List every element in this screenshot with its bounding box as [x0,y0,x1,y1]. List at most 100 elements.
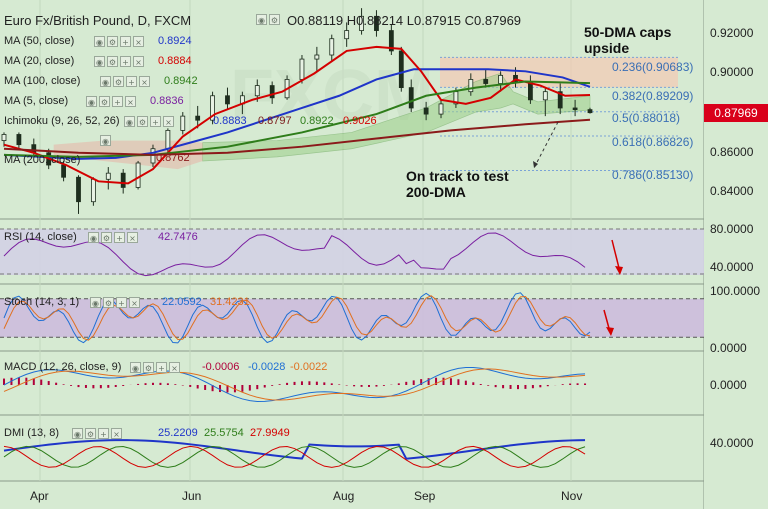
eye-icon[interactable]: ◉ [100,76,111,87]
x-tick: Nov [561,489,583,503]
candle-body [61,164,66,178]
add-icon[interactable]: + [120,56,131,67]
macd-line [3,366,586,402]
fib-label-0236: 0.236(0.90683) [612,60,694,74]
add-icon[interactable]: + [126,76,137,87]
candle-body [225,95,230,105]
dmi-tick-40: 40.0000 [710,436,754,450]
eye-icon[interactable]: ◉ [256,14,267,25]
settings-icon[interactable]: ⚙ [101,232,112,243]
eye-icon[interactable]: ◉ [130,362,141,373]
last-price-badge: 0.87969 [704,104,768,122]
remove-icon[interactable]: × [169,362,180,373]
macd-controls: ◉ ⚙ + × [130,362,180,373]
macd-label: MACD (12, 26, close, 9) [4,361,122,373]
candle-body [76,176,81,203]
series-line-ma200 [3,118,591,156]
legend-ichimoku-conversion: 0.8883 [213,115,247,127]
header-controls: ◉ ⚙ [256,14,280,25]
ohlc-low-key: L [406,13,415,28]
legend-ma100-label: MA (100, close) [4,75,81,87]
candle-body [398,50,404,89]
candle-body [498,74,504,84]
candle-body [254,85,260,97]
stoch-tick-100: 100.0000 [710,284,761,298]
remove-icon[interactable]: × [127,232,138,243]
price-tick: 0.86000 [710,145,754,159]
legend-ma5-controls: ◉ ⚙ + × [86,96,136,107]
rsi-label: RSI (14, close) [4,231,77,243]
remove-icon[interactable]: × [125,96,136,107]
add-icon[interactable]: + [116,297,127,308]
remove-icon[interactable]: × [133,36,144,47]
eye-icon[interactable]: ◉ [94,56,105,67]
candle-body [180,115,186,131]
remove-icon[interactable]: × [163,116,174,127]
remove-icon[interactable]: × [111,428,122,439]
legend-ma20-label: MA (20, close) [4,55,75,67]
add-icon[interactable]: + [120,36,131,47]
legend-ichimoku-span-b: 0.9026 [343,115,377,127]
dmi-adx-line [3,439,586,460]
add-icon[interactable]: + [112,96,123,107]
eye-icon[interactable]: ◉ [94,36,105,47]
eye-icon[interactable]: ◉ [88,232,99,243]
eye-icon[interactable]: ◉ [100,135,111,146]
eye-icon[interactable]: ◉ [124,116,135,127]
ohlc-close: 0.87969 [474,13,522,28]
legend-ma200-controls: ◉ [100,135,111,146]
x-tick: Aug [333,489,355,503]
dmi-minus-line [3,445,586,468]
dmi-plus-line [3,445,586,468]
settings-icon[interactable]: ⚙ [103,297,114,308]
stoch-d-line [3,295,591,341]
macd-signal-value: -0.0022 [290,361,328,373]
add-icon[interactable]: + [114,232,125,243]
legend-ichimoku-span-a: 0.8922 [300,115,334,127]
settings-icon[interactable]: ⚙ [107,56,118,67]
stoch-d-value: 31.4231 [210,296,250,308]
remove-icon[interactable]: × [129,297,140,308]
eye-icon[interactable]: ◉ [86,96,97,107]
add-icon[interactable]: + [150,116,161,127]
remove-icon[interactable]: × [139,76,150,87]
annotation-line: 200-DMA [406,184,466,200]
settings-icon[interactable]: ⚙ [143,362,154,373]
legend-ma100-controls: ◉ ⚙ + × [100,76,150,87]
settings-icon[interactable]: ⚙ [113,76,124,87]
candle-body [408,87,414,109]
settings-icon[interactable]: ⚙ [99,96,110,107]
settings-icon[interactable]: ⚙ [85,428,96,439]
dmi-adx-value: 25.2209 [158,427,198,439]
settings-icon[interactable]: ⚙ [107,36,118,47]
fib-label-0382: 0.382(0.89209) [612,89,694,103]
add-icon[interactable]: + [156,362,167,373]
remove-icon[interactable]: × [133,56,144,67]
legend-ma20-value: 0.8884 [158,55,192,67]
ohlc-low: 0.87915 [414,13,462,28]
macd-signal-line [3,368,586,401]
ohlc-open: 0.88119 [297,13,344,28]
add-icon[interactable]: + [98,428,109,439]
annotation-line: On track to test [406,168,509,184]
settings-icon[interactable]: ⚙ [137,116,148,127]
candle-body [165,129,171,150]
legend-ma20-controls: ◉ ⚙ + × [94,56,144,67]
legend-ma200-value: 0.8762 [156,152,190,164]
eye-icon[interactable]: ◉ [72,428,83,439]
series-line-ma20 [3,45,591,185]
dmi-minus-value: 27.9949 [250,427,290,439]
settings-icon[interactable]: ⚙ [269,14,280,25]
candle-body [16,134,22,146]
fib-label-05: 0.5(0.88018) [612,111,681,125]
annotation-test-200dma: On track to test 200-DMA [406,168,509,200]
rsi-tick-40: 40.0000 [710,260,754,274]
price-chart-svg: FXCM [0,0,704,509]
legend-ma200-label: MA (200, close) [4,154,81,166]
macd-tick-0: 0.0000 [710,378,747,392]
candle-body [374,15,379,31]
legend-ma5-label: MA (5, close) [4,95,69,107]
chart-header: Euro Fx/British Pound, D, FXCM [4,13,191,28]
macd-line-value: -0.0028 [248,361,286,373]
eye-icon[interactable]: ◉ [90,297,101,308]
